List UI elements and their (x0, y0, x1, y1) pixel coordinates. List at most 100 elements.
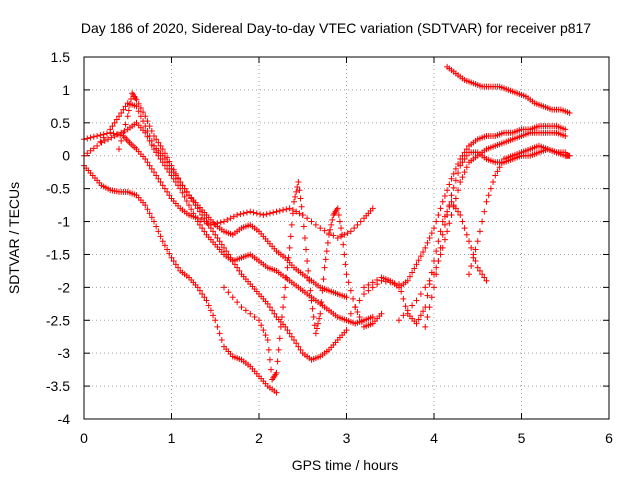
data-point (437, 251, 444, 258)
data-point (378, 310, 385, 317)
data-point (446, 220, 453, 227)
data-point (278, 313, 285, 320)
data-point (148, 128, 155, 135)
data-point (84, 135, 91, 142)
data-point (260, 327, 267, 334)
data-point (485, 192, 492, 199)
data-point (474, 238, 481, 245)
data-point (299, 211, 306, 218)
data-point (247, 208, 254, 215)
data-point (566, 109, 573, 116)
data-point (238, 304, 245, 311)
data-point (415, 316, 422, 323)
data-point (343, 271, 350, 278)
data-point (483, 198, 490, 205)
data-point (142, 113, 149, 120)
data-point (137, 105, 144, 112)
data-point (192, 214, 199, 221)
data-point (266, 210, 273, 217)
data-point (146, 162, 153, 169)
data-point (452, 177, 459, 184)
data-point (446, 181, 453, 188)
data-point (148, 214, 155, 221)
y-tick-label: -0.5 (46, 181, 70, 197)
data-point (361, 284, 367, 291)
data-point (483, 277, 490, 284)
data-point (109, 123, 116, 130)
data-point (280, 304, 287, 311)
series-arc-11 (466, 142, 569, 278)
data-point (324, 239, 331, 246)
data-point (289, 210, 296, 217)
data-point (203, 297, 210, 304)
data-point (420, 308, 427, 315)
data-point (260, 211, 267, 218)
data-point (562, 149, 569, 156)
data-point (256, 317, 262, 324)
data-point (461, 225, 468, 232)
data-point (217, 219, 224, 226)
data-point (159, 146, 166, 153)
data-point (100, 134, 107, 141)
data-point (225, 289, 232, 296)
data-point (144, 118, 151, 125)
data-point (161, 185, 168, 192)
data-point (437, 244, 444, 251)
x-tick-label: 0 (80, 430, 88, 446)
data-point (116, 113, 122, 120)
x-tick-labels: 0 1 2 3 4 5 6 (80, 430, 613, 446)
data-point (562, 126, 569, 133)
data-point (411, 265, 418, 272)
data-point (170, 166, 177, 173)
data-point (406, 273, 413, 280)
data-point (322, 256, 329, 263)
data-point (343, 294, 350, 301)
data-point (472, 246, 479, 253)
data-point (441, 221, 448, 228)
data-point (496, 164, 503, 171)
data-point (286, 205, 293, 212)
data-point (361, 290, 367, 297)
data-point (168, 162, 175, 169)
data-point (398, 288, 405, 295)
series-arc-9 (396, 129, 569, 324)
data-point (400, 312, 407, 319)
data-point (284, 327, 291, 334)
data-point (457, 179, 464, 186)
data-point (343, 327, 350, 334)
data-point (155, 152, 162, 159)
data-point (164, 165, 171, 172)
data-point (459, 218, 466, 225)
data-point (490, 179, 497, 186)
data-point (177, 179, 184, 186)
data-point (157, 156, 164, 163)
data-point (146, 210, 153, 217)
data-point (172, 261, 179, 268)
data-point (301, 235, 308, 241)
y-tick-label: 1.5 (51, 49, 71, 65)
data-point (251, 313, 258, 320)
data-point (234, 211, 241, 218)
data-point (433, 271, 440, 278)
data-point (444, 187, 451, 194)
x-tick-label: 5 (518, 430, 526, 446)
data-point (170, 258, 177, 265)
data-point (262, 332, 269, 339)
data-point (283, 274, 290, 281)
data-point (201, 294, 208, 301)
data-point (273, 369, 280, 376)
y-tick-label: -2 (58, 279, 71, 295)
data-point (151, 218, 157, 225)
data-point (347, 287, 354, 294)
data-point (334, 235, 341, 241)
data-point (271, 310, 278, 317)
data-point (336, 218, 343, 225)
data-point (144, 133, 151, 140)
data-point (358, 318, 365, 325)
data-point (148, 142, 155, 149)
data-point (212, 231, 219, 238)
data-point (341, 251, 348, 258)
data-point (326, 231, 332, 238)
data-point (320, 276, 327, 283)
data-point (175, 264, 182, 271)
